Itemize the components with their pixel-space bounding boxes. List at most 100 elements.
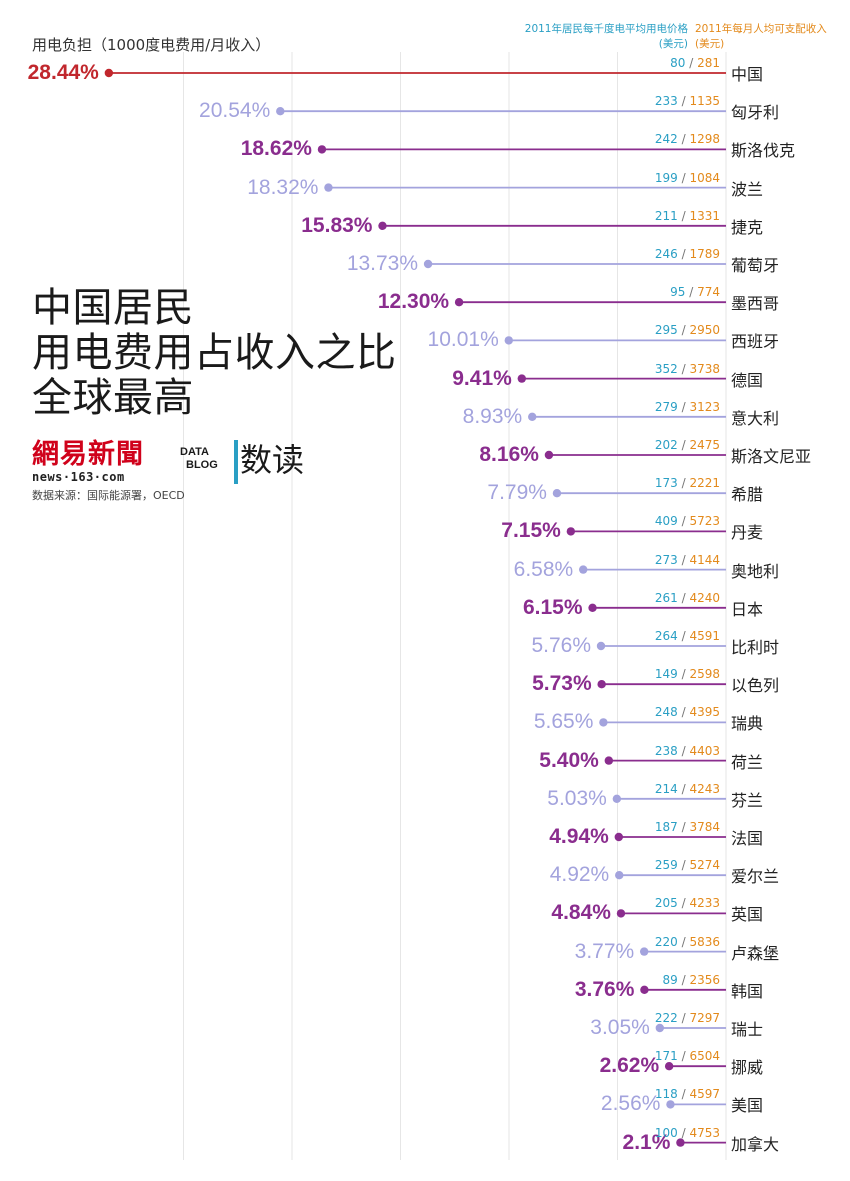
separator: / (677, 590, 690, 605)
country-label: 匈牙利 (731, 103, 780, 123)
price-income-label: 149 / 2598 (560, 667, 720, 681)
value-label: 5.03% (547, 786, 607, 810)
value-label: 13.73% (346, 252, 419, 275)
income-value: 5836 (689, 934, 720, 949)
price-value: 242 (654, 132, 678, 147)
chart-marks (104, 68, 726, 1147)
legend-income-title: 2011年每月人均可支配收入 (695, 23, 827, 35)
value-label: 15.83% (301, 213, 373, 237)
separator: / (677, 705, 690, 720)
headline-line-2: 用电费用占收入之比 (32, 330, 397, 376)
lollipop-dot (640, 985, 649, 994)
price-value: 89 (662, 972, 678, 987)
price-income-label: 352 / 3738 (560, 362, 720, 376)
legend-income-unit: (美元) (695, 38, 725, 50)
price-income-label: 238 / 4403 (560, 744, 720, 758)
value-label: 8.16% (479, 443, 539, 466)
price-income-label: 220 / 5836 (560, 935, 720, 949)
price-value: 233 (654, 94, 678, 109)
separator: / (677, 94, 690, 109)
separator: / (677, 858, 690, 873)
income-value: 2475 (689, 438, 720, 452)
price-income-label: 409 / 5723 (560, 514, 720, 528)
value-label: 12.30% (377, 290, 450, 314)
price-income-label: 214 / 4243 (560, 782, 720, 796)
income-value: 4395 (689, 705, 720, 720)
price-income-label: 261 / 4240 (560, 591, 720, 605)
value-label: 4.92% (549, 863, 610, 887)
country-label: 斯洛文尼亚 (731, 447, 812, 466)
lollipop-dot (612, 794, 622, 803)
price-value: 238 (654, 743, 678, 758)
price-value: 222 (654, 1011, 678, 1025)
value-label: 7.15% (501, 519, 561, 543)
income-value: 1135 (689, 94, 720, 109)
separator: / (677, 361, 690, 376)
lollipop-dot (615, 871, 624, 880)
separator: / (677, 399, 690, 414)
country-label: 法国 (731, 829, 764, 848)
price-value: 264 (654, 629, 678, 643)
separator: / (677, 170, 690, 185)
lollipop-dot (579, 565, 588, 574)
income-value: 2356 (689, 972, 720, 987)
income-value: 4753 (689, 1125, 720, 1140)
netease-news-logo: 網易新聞 news·163·com (32, 440, 156, 486)
country-label: 希腊 (731, 485, 764, 505)
income-value: 6504 (689, 1049, 720, 1064)
lollipop-dot (454, 298, 464, 307)
country-label: 中国 (731, 65, 764, 84)
country-label: 加拿大 (731, 1134, 780, 1154)
income-value: 5274 (689, 858, 720, 873)
datablog-line-2: BLOG (186, 459, 218, 471)
value-label: 5.65% (533, 710, 594, 734)
legend-price: 2011年居民每千度电平均用电价格 (美元) (488, 22, 688, 52)
country-label: 丹麦 (731, 523, 764, 543)
price-income-label: 264 / 4591 (560, 629, 720, 643)
lollipop-dot (528, 412, 537, 421)
separator: / (677, 514, 690, 529)
price-income-label: 295 / 2950 (560, 323, 720, 337)
price-income-label: 248 / 4395 (560, 705, 720, 719)
price-income-label: 173 / 2221 (560, 476, 720, 490)
price-income-label: 259 / 5274 (560, 858, 720, 872)
income-value: 1789 (689, 247, 720, 261)
value-label: 4.84% (551, 901, 611, 925)
value-label: 28.44% (27, 61, 99, 84)
separator: / (677, 629, 690, 643)
price-value: 279 (654, 399, 678, 414)
lollipop-dot (504, 336, 513, 345)
income-value: 3784 (689, 820, 720, 834)
lollipop-dot (596, 641, 606, 651)
separator: / (677, 438, 690, 452)
price-income-label: 279 / 3123 (560, 400, 720, 414)
lollipop-dot (676, 1138, 685, 1147)
separator: / (677, 820, 690, 834)
country-label: 斯洛伐克 (731, 141, 796, 161)
value-label: 4.94% (549, 825, 609, 848)
value-label: 18.62% (240, 137, 312, 161)
value-label: 2.62% (599, 1054, 660, 1078)
value-label: 6.15% (522, 595, 583, 619)
country-label: 意大利 (731, 408, 780, 428)
separator: / (677, 552, 690, 567)
value-label: 3.05% (590, 1016, 650, 1039)
separator: / (677, 323, 690, 338)
income-value: 3123 (689, 399, 720, 414)
headline-line-1: 中国居民 (32, 285, 194, 331)
lollipop-dot (616, 909, 626, 918)
data-source: 数据来源：国际能源署，OECD (32, 489, 185, 502)
headline: 中国居民 用电费用占收入之比 全球最高 (32, 286, 397, 421)
netease-logo-sub: news·163·com (32, 470, 125, 484)
income-value: 4591 (689, 629, 720, 643)
country-label: 墨西哥 (731, 294, 780, 314)
income-value: 774 (697, 285, 720, 300)
value-label: 2.1% (622, 1130, 671, 1154)
netease-logo-main: 網易新聞 (32, 439, 144, 470)
value-label: 5.73% (532, 672, 592, 696)
lollipop-dot (604, 756, 614, 765)
separator: / (677, 972, 690, 987)
lollipop-dot (599, 718, 608, 727)
price-value: 246 (654, 247, 678, 261)
